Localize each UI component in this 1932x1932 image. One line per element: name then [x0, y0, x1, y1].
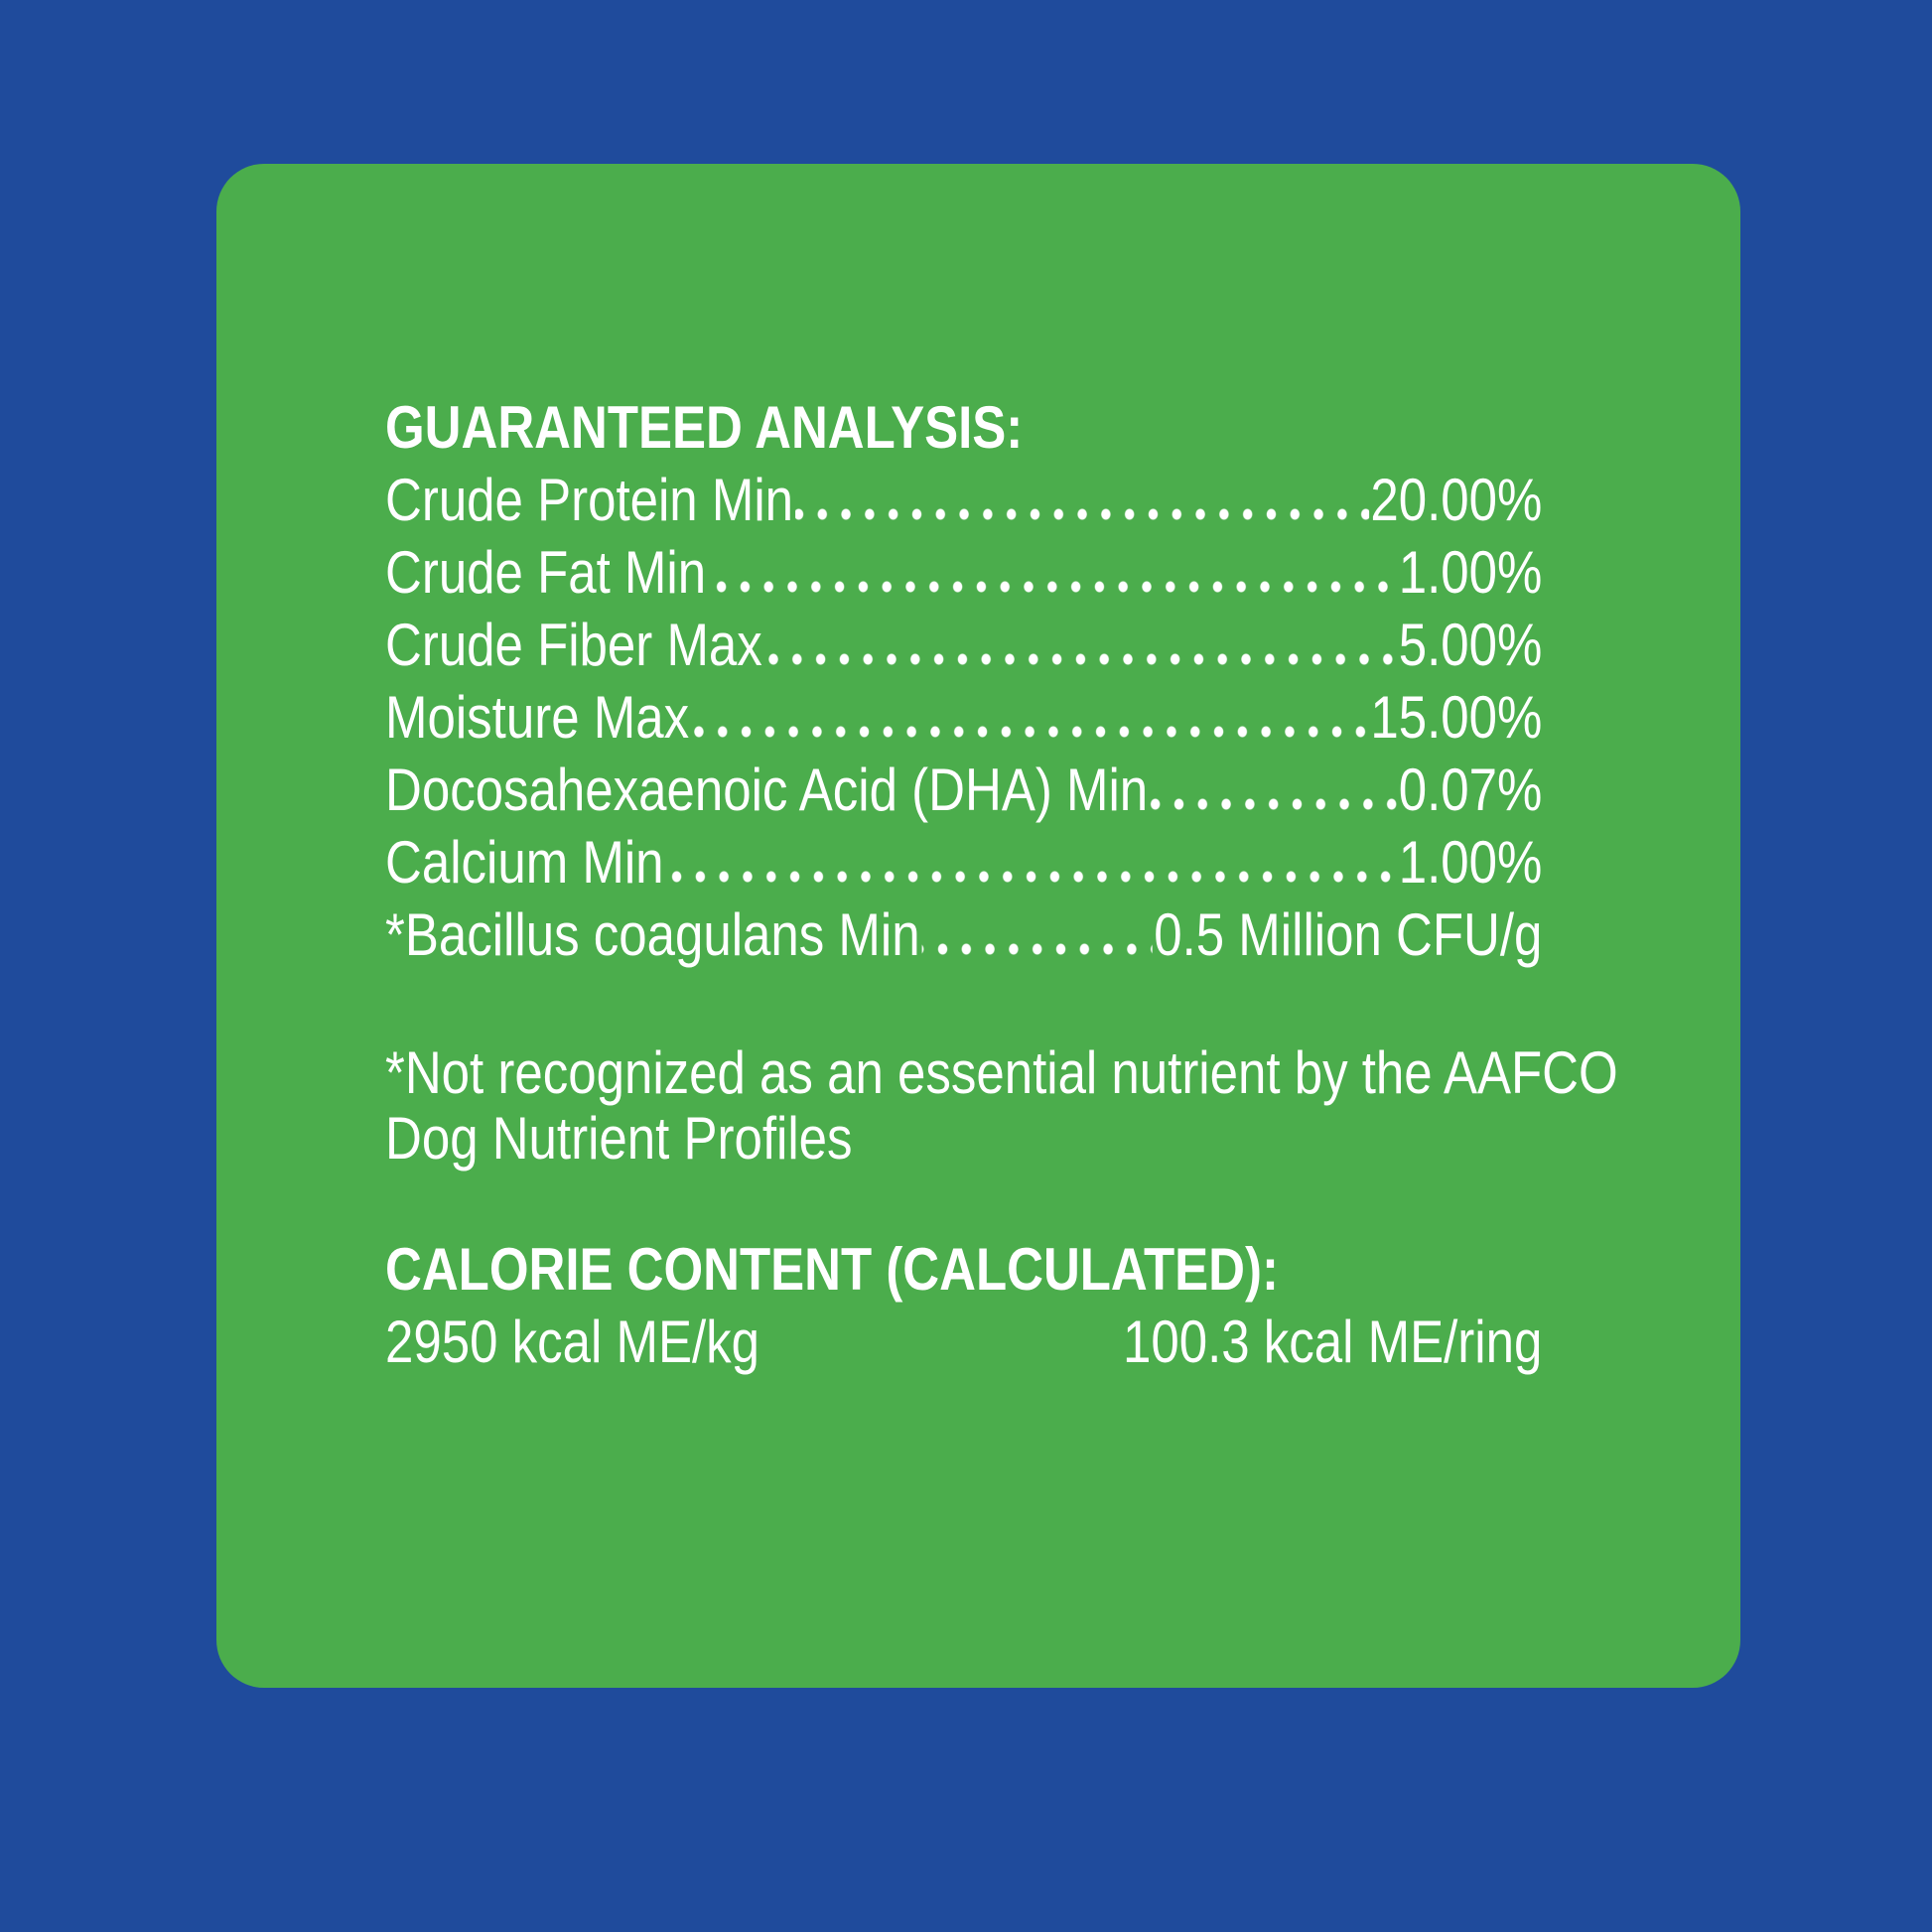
analysis-label: Moisture Max	[385, 684, 690, 751]
analysis-value: 15.00%	[1370, 684, 1543, 751]
footnote-line1: *Not recognized as an essential nutrient…	[385, 1039, 1618, 1106]
analysis-value: 1.00%	[1398, 539, 1543, 606]
dotted-leader	[794, 508, 1369, 520]
analysis-row: Crude Protein Min 20.00%	[385, 464, 1542, 536]
analysis-row: Crude Fat Min 1.00%	[385, 536, 1542, 609]
analysis-label: Crude Fiber Max	[385, 612, 762, 678]
calorie-row: 2950 kcal ME/kg 100.3 kcal ME/ring	[385, 1306, 1542, 1378]
analysis-value: 0.5 Million CFU/g	[1154, 901, 1543, 968]
dotted-leader	[763, 653, 1398, 665]
analysis-label: *Bacillus coagulans Min	[385, 901, 920, 968]
analysis-label: Crude Fat Min	[385, 539, 707, 606]
analysis-label: Docosahexaenoic Acid (DHA) Min	[385, 757, 1149, 823]
analysis-value: 1.00%	[1398, 829, 1543, 896]
guaranteed-analysis-rows: Crude Protein Min 20.00% Crude Fat Min 1…	[385, 464, 1542, 971]
dotted-leader	[1149, 798, 1398, 810]
analysis-label: Crude Protein Min	[385, 467, 794, 533]
dotted-leader	[690, 726, 1369, 738]
dotted-leader	[665, 871, 1398, 883]
analysis-value: 20.00%	[1370, 467, 1543, 533]
dotted-leader	[707, 581, 1398, 593]
footnote: *Not recognized as an essential nutrient…	[385, 1039, 1618, 1172]
analysis-value: 0.07%	[1398, 757, 1543, 823]
calorie-per-ring: 100.3 kcal ME/ring	[1122, 1309, 1543, 1375]
footnote-line2: Dog Nutrient Profiles	[385, 1105, 853, 1172]
analysis-label: Calcium Min	[385, 829, 664, 896]
label-panel: GUARANTEED ANALYSIS: Crude Protein Min 2…	[216, 164, 1740, 1688]
analysis-row: *Bacillus coagulans Min 0.5 Million CFU/…	[385, 898, 1542, 971]
analysis-row: Calcium Min 1.00%	[385, 826, 1542, 898]
analysis-row: Docosahexaenoic Acid (DHA) Min 0.07%	[385, 754, 1542, 826]
calorie-per-kg: 2950 kcal ME/kg	[385, 1309, 760, 1375]
label-content: GUARANTEED ANALYSIS: Crude Protein Min 2…	[385, 391, 1618, 1378]
analysis-row: Moisture Max 15.00%	[385, 681, 1542, 754]
guaranteed-analysis-heading: GUARANTEED ANALYSIS:	[385, 394, 1024, 461]
calorie-content-heading: CALORIE CONTENT (CALCULATED):	[385, 1236, 1279, 1303]
analysis-value: 5.00%	[1398, 612, 1543, 678]
dotted-leader	[921, 943, 1153, 955]
analysis-row: Crude Fiber Max 5.00%	[385, 609, 1542, 681]
